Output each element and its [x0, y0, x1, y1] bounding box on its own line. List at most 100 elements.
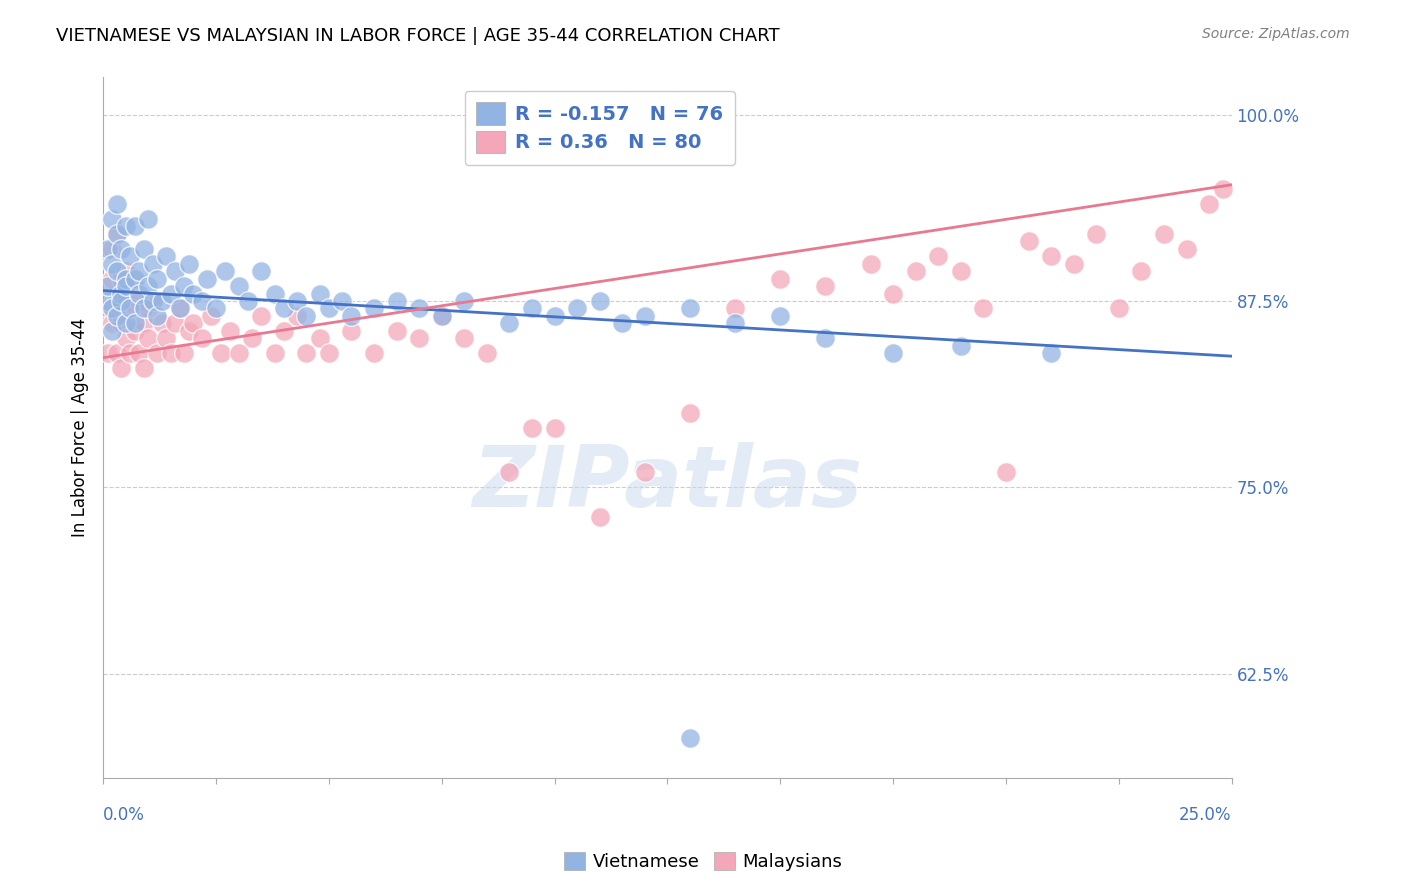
- Point: [114, 317, 136, 331]
- Point: [110, 242, 132, 256]
- Point: [160, 286, 183, 301]
- Point: [273, 324, 295, 338]
- Point: [904, 264, 927, 278]
- Point: [318, 346, 340, 360]
- Point: [114, 279, 136, 293]
- Point: [285, 293, 308, 308]
- Point: [120, 346, 142, 360]
- Point: [340, 324, 363, 338]
- Point: [340, 309, 363, 323]
- Point: [110, 293, 132, 308]
- Point: [114, 271, 136, 285]
- Point: [105, 346, 128, 360]
- Point: [769, 271, 792, 285]
- Text: VIETNAMESE VS MALAYSIAN IN LABOR FORCE | AGE 35-44 CORRELATION CHART: VIETNAMESE VS MALAYSIAN IN LABOR FORCE |…: [56, 27, 780, 45]
- Text: 0.0%: 0.0%: [103, 806, 145, 824]
- Point: [191, 331, 214, 345]
- Point: [183, 317, 205, 331]
- Point: [250, 309, 273, 323]
- Point: [927, 249, 949, 263]
- Point: [155, 249, 177, 263]
- Point: [1198, 197, 1220, 211]
- Point: [385, 293, 408, 308]
- Point: [209, 346, 232, 360]
- Point: [724, 301, 747, 316]
- Point: [177, 257, 200, 271]
- Point: [295, 309, 318, 323]
- Point: [101, 324, 124, 338]
- Point: [105, 227, 128, 241]
- Point: [150, 293, 173, 308]
- Point: [332, 293, 354, 308]
- Point: [101, 257, 124, 271]
- Point: [1040, 249, 1063, 263]
- Point: [155, 331, 177, 345]
- Point: [97, 301, 120, 316]
- Point: [250, 264, 273, 278]
- Point: [1212, 182, 1234, 196]
- Point: [498, 466, 520, 480]
- Point: [110, 271, 132, 285]
- Point: [132, 242, 155, 256]
- Point: [165, 264, 187, 278]
- Point: [142, 293, 165, 308]
- Point: [589, 510, 612, 524]
- Point: [308, 286, 330, 301]
- Point: [124, 317, 146, 331]
- Point: [385, 324, 408, 338]
- Point: [1130, 264, 1153, 278]
- Point: [173, 279, 195, 293]
- Point: [520, 301, 543, 316]
- Point: [543, 421, 565, 435]
- Point: [177, 324, 200, 338]
- Point: [105, 264, 128, 278]
- Point: [430, 309, 453, 323]
- Point: [101, 301, 124, 316]
- Point: [1108, 301, 1130, 316]
- Point: [589, 293, 612, 308]
- Point: [97, 279, 120, 293]
- Point: [308, 331, 330, 345]
- Point: [128, 286, 150, 301]
- Point: [191, 293, 214, 308]
- Point: [120, 249, 142, 263]
- Legend: Vietnamese, Malaysians: Vietnamese, Malaysians: [557, 845, 849, 879]
- Point: [408, 301, 430, 316]
- Point: [565, 301, 588, 316]
- Point: [634, 309, 657, 323]
- Point: [453, 293, 475, 308]
- Point: [169, 301, 191, 316]
- Point: [612, 317, 634, 331]
- Point: [105, 309, 128, 323]
- Point: [146, 346, 169, 360]
- Point: [273, 301, 295, 316]
- Point: [97, 346, 120, 360]
- Point: [128, 293, 150, 308]
- Point: [124, 271, 146, 285]
- Point: [679, 406, 702, 420]
- Point: [142, 293, 165, 308]
- Point: [205, 301, 228, 316]
- Point: [453, 331, 475, 345]
- Point: [169, 301, 191, 316]
- Point: [183, 286, 205, 301]
- Point: [142, 257, 165, 271]
- Point: [110, 361, 132, 376]
- Text: Source: ZipAtlas.com: Source: ZipAtlas.com: [1202, 27, 1350, 41]
- Point: [218, 324, 240, 338]
- Point: [634, 466, 657, 480]
- Point: [679, 301, 702, 316]
- Point: [105, 227, 128, 241]
- Point: [1018, 235, 1040, 249]
- Point: [214, 264, 236, 278]
- Point: [882, 286, 904, 301]
- Point: [724, 317, 747, 331]
- Point: [814, 331, 837, 345]
- Point: [97, 293, 120, 308]
- Point: [949, 339, 972, 353]
- Point: [114, 331, 136, 345]
- Point: [949, 264, 972, 278]
- Point: [160, 346, 183, 360]
- Point: [124, 271, 146, 285]
- Point: [295, 346, 318, 360]
